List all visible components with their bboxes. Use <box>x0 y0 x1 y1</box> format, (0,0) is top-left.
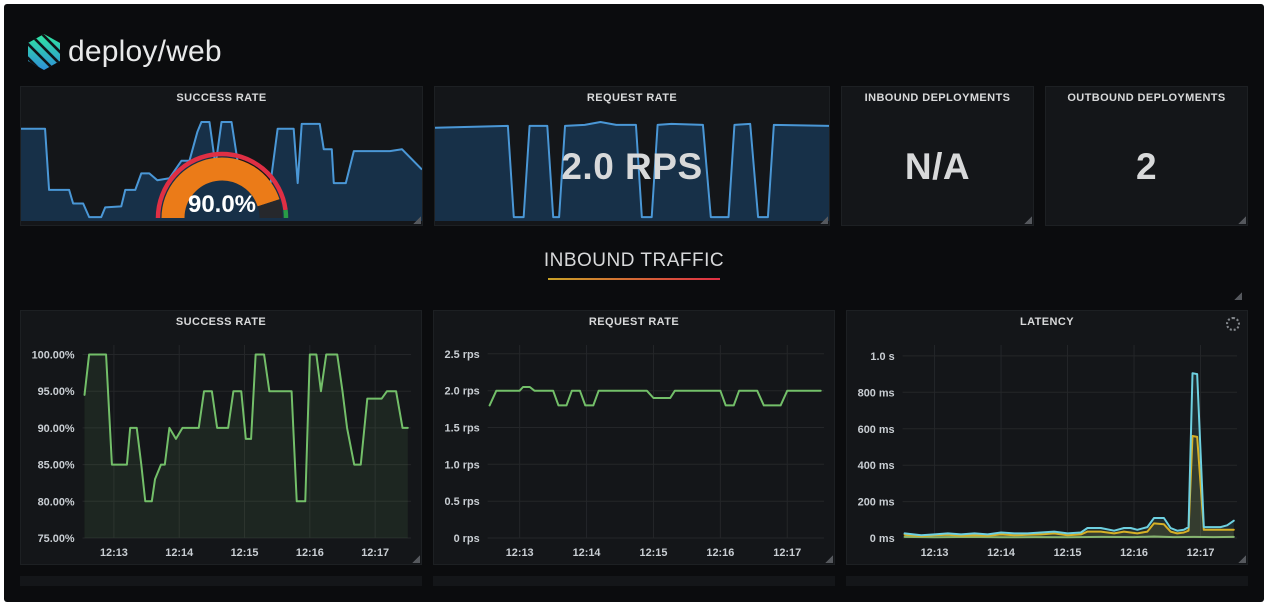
panel-inbound-deployments-stat: INBOUND DEPLOYMENTS N/A <box>841 86 1034 226</box>
svg-text:12:14: 12:14 <box>165 547 194 559</box>
panel-resize-handle[interactable] <box>1237 554 1246 563</box>
svg-text:12:17: 12:17 <box>361 547 389 559</box>
svg-text:85.00%: 85.00% <box>38 460 75 472</box>
svg-text:12:13: 12:13 <box>506 547 534 559</box>
panel-title-request-rate[interactable]: REQUEST RATE <box>586 92 678 104</box>
svg-text:12:15: 12:15 <box>231 547 259 559</box>
svg-text:2.5 rps: 2.5 rps <box>445 349 480 361</box>
svg-text:12:15: 12:15 <box>640 547 668 559</box>
svg-text:75.00%: 75.00% <box>38 533 75 545</box>
panel-outbound-deployments-stat: OUTBOUND DEPLOYMENTS 2 <box>1045 86 1248 226</box>
inbound-deployments-value: N/A <box>904 146 971 188</box>
next-row-cutoff <box>20 576 1248 586</box>
stats-row: SUCCESS RATE 90.0% REQUEST RATE 2.0 RPS … <box>20 86 1248 226</box>
svg-text:12:17: 12:17 <box>1187 547 1215 559</box>
panel-title-request-rate-chart[interactable]: REQUEST RATE <box>588 316 680 328</box>
latency-chart-plot[interactable]: 1.0 s 800 ms 600 ms 400 ms 200 ms 0 ms 12:13 12… <box>847 335 1247 564</box>
svg-text:12:16: 12:16 <box>296 547 324 559</box>
svg-text:0.5 rps: 0.5 rps <box>445 496 480 508</box>
panel-title-outbound-deployments[interactable]: OUTBOUND DEPLOYMENTS <box>1067 92 1226 104</box>
outbound-deployments-value: 2 <box>1135 146 1158 188</box>
panel-title-success-rate-chart[interactable]: SUCCESS RATE <box>175 316 267 328</box>
svg-text:12:14: 12:14 <box>573 547 602 559</box>
svg-text:12:16: 12:16 <box>1120 547 1148 559</box>
svg-text:0 rps: 0 rps <box>454 533 480 545</box>
panel-success-rate-chart: SUCCESS RATE 100.00% 95.00% 90.00% 85.00% 80… <box>20 310 422 565</box>
charts-row: SUCCESS RATE 100.00% 95.00% 90.00% 85.00% 80… <box>20 310 1248 565</box>
panel-resize-handle[interactable] <box>1023 215 1032 224</box>
dashboard-header: deploy/web <box>20 30 1248 100</box>
svg-text:12:15: 12:15 <box>1054 547 1082 559</box>
svg-text:12:17: 12:17 <box>773 547 801 559</box>
request-rate-value: 2.0 RPS <box>561 146 703 188</box>
row-header-label: INBOUND TRAFFIC <box>543 250 725 271</box>
panel-request-rate-chart: REQUEST RATE 2.5 rps 2.0 rps 1.5 rps 1.0 rp… <box>433 310 835 565</box>
svg-text:400 ms: 400 ms <box>858 460 895 472</box>
cutoff-panel <box>20 576 422 586</box>
loading-spinner-icon <box>1226 317 1240 331</box>
request-rate-chart-plot[interactable]: 2.5 rps 2.0 rps 1.5 rps 1.0 rps 0.5 rps 0 rps… <box>434 335 834 564</box>
svg-text:80.00%: 80.00% <box>38 496 75 508</box>
panel-title-latency-chart[interactable]: LATENCY <box>1020 316 1074 328</box>
cutoff-panel <box>846 576 1248 586</box>
panel-request-rate-stat: REQUEST RATE 2.0 RPS <box>434 86 830 226</box>
dashboard: deploy/web SUCCESS RATE 90.0% REQUEST RA… <box>4 4 1264 602</box>
panel-resize-handle[interactable] <box>1237 215 1246 224</box>
svg-text:90.0%: 90.0% <box>187 191 255 218</box>
svg-text:12:13: 12:13 <box>100 547 128 559</box>
panel-latency-chart: LATENCY 1.0 s 800 ms 600 ms 400 ms 200 ms 0 m… <box>846 310 1248 565</box>
row-header-inbound-traffic: INBOUND TRAFFIC <box>20 250 1248 300</box>
svg-text:1.5 rps: 1.5 rps <box>445 422 480 434</box>
panel-title-inbound-deployments[interactable]: INBOUND DEPLOYMENTS <box>864 92 1011 104</box>
svg-text:1.0 s: 1.0 s <box>870 351 894 363</box>
panel-resize-handle[interactable] <box>824 554 833 563</box>
svg-text:12:13: 12:13 <box>921 547 949 559</box>
svg-text:1.0 rps: 1.0 rps <box>445 459 480 471</box>
svg-text:90.00%: 90.00% <box>38 423 75 435</box>
svg-text:12:14: 12:14 <box>987 547 1016 559</box>
svg-text:600 ms: 600 ms <box>858 424 895 436</box>
svg-text:2.0 rps: 2.0 rps <box>445 386 480 398</box>
svg-text:0 ms: 0 ms <box>870 533 895 545</box>
panel-title-success-rate[interactable]: SUCCESS RATE <box>176 92 267 104</box>
success-rate-gauge: 90.0% <box>155 151 288 219</box>
svg-text:12:16: 12:16 <box>706 547 734 559</box>
deploy-logo-icon <box>24 32 64 72</box>
panel-resize-handle[interactable] <box>411 554 420 563</box>
row-header-underline <box>548 278 720 280</box>
svg-text:100.00%: 100.00% <box>32 349 75 361</box>
panel-success-rate-stat: SUCCESS RATE 90.0% <box>20 86 423 226</box>
panel-resize-handle[interactable] <box>819 215 828 224</box>
cutoff-panel <box>433 576 835 586</box>
svg-text:95.00%: 95.00% <box>38 386 75 398</box>
svg-text:200 ms: 200 ms <box>858 497 895 509</box>
success-rate-chart-plot[interactable]: 100.00% 95.00% 90.00% 85.00% 80.00% 75.00% 12:… <box>21 335 421 564</box>
request-rate-sparkline <box>435 121 829 221</box>
panel-resize-handle[interactable] <box>412 215 421 224</box>
svg-text:800 ms: 800 ms <box>858 387 895 399</box>
row-header-resize-handle[interactable] <box>1233 291 1242 300</box>
dashboard-title: deploy/web <box>68 35 222 68</box>
